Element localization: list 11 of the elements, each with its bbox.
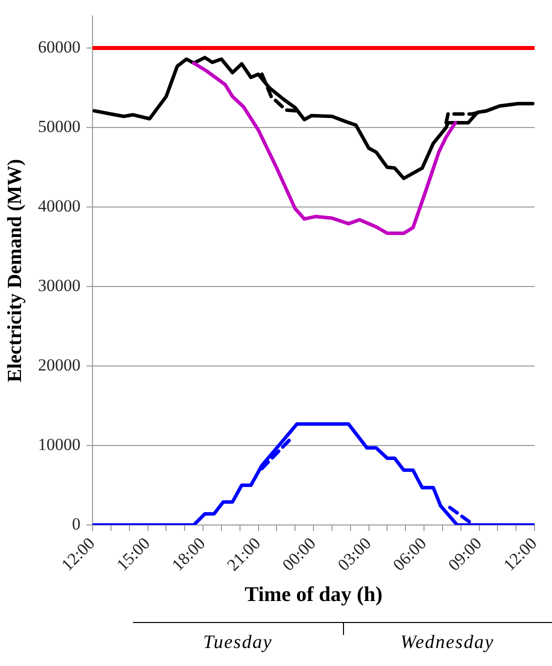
y-tick-label: 20000	[38, 355, 80, 374]
y-tick-label: 40000	[38, 196, 80, 216]
y-tick-label: 10000	[38, 434, 80, 454]
y-axis-title: Electricity Demand (MW)	[4, 158, 26, 382]
text: Tuesday	[202, 632, 274, 654]
y-tick-label: 50000	[38, 116, 80, 136]
y-tick-label: 30000	[38, 276, 80, 295]
x-axis-title: Time of day (h)	[244, 582, 382, 606]
y-tick-label: 60000	[38, 37, 80, 56]
text: Wednesday	[399, 632, 496, 654]
y-tick-label: 0	[72, 514, 80, 534]
